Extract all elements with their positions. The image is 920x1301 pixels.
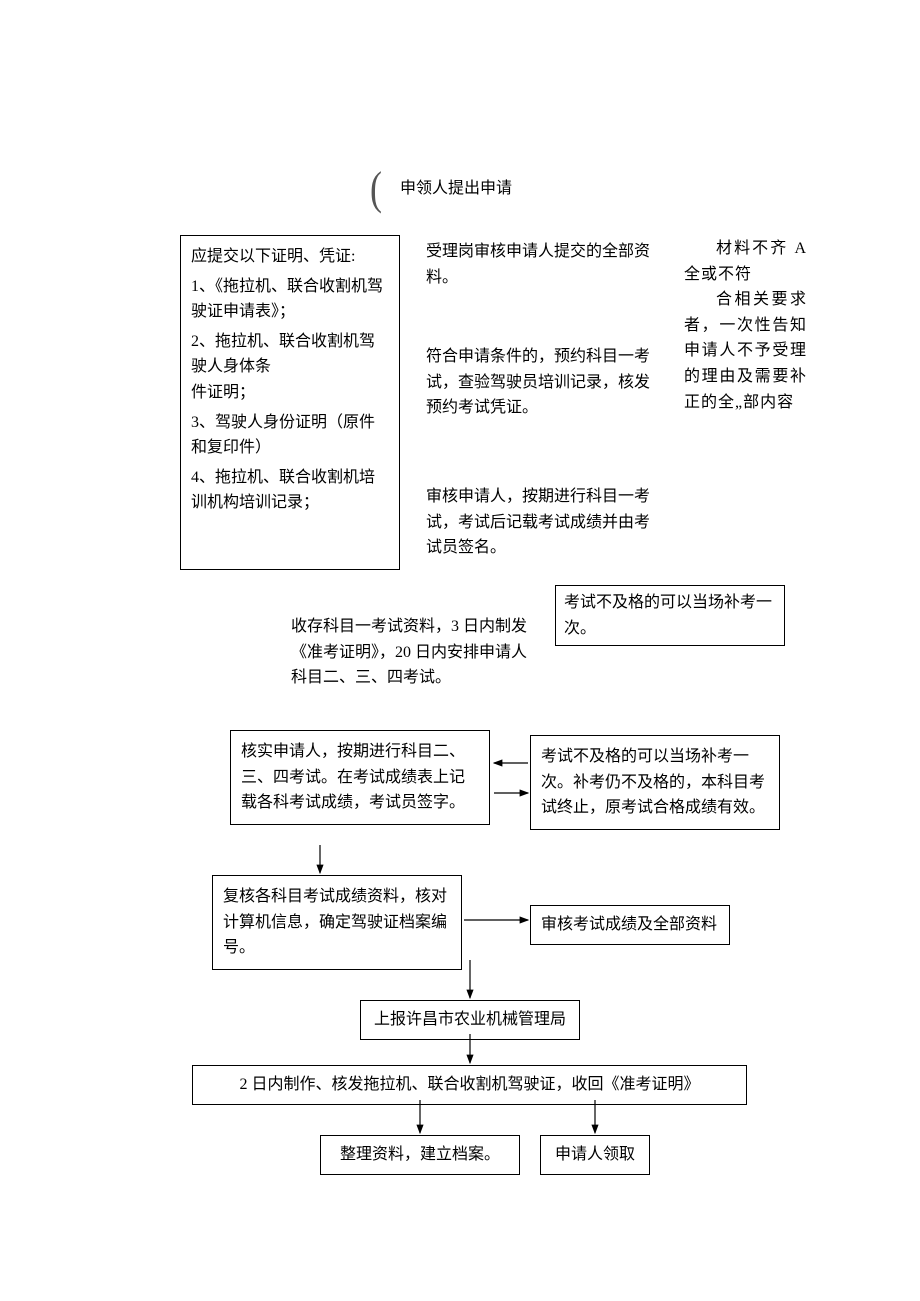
title-row: ( 申领人提出申请 [370, 160, 512, 218]
step-review: 受理岗审核申请人提交的全部资料。 [420, 235, 660, 294]
step-report-text: 上报许昌市农业机械管理局 [374, 1011, 566, 1028]
step-exam1-text: 审核申请人，按期进行科目一考试，考试后记载考试成绩并由考试员签名。 [426, 488, 650, 556]
req-item-2b: 件证明； [191, 380, 389, 406]
step-receive-text: 申请人领取 [555, 1146, 635, 1163]
rejection-p2: 合相关要求者，一次性告知申请人不予受理的理由及需要补正的全„部内容 [684, 287, 807, 415]
step-receive-box: 申请人领取 [540, 1135, 650, 1175]
step-report-box: 上报许昌市农业机械管理局 [360, 1000, 580, 1040]
step-exam234-box: 核实申请人，按期进行科目二、三、四考试。在考试成绩表上记载各科考试成绩，考试员签… [230, 730, 490, 825]
retake-note-text: 考试不及格的可以当场补考一次。 [564, 594, 772, 637]
rejection-p1: 材料不齐 A全或不符 [684, 236, 807, 287]
requirements-box: 应提交以下证明、凭证: 1、《拖拉机、联合收割机驾驶证申请表》； 2、拖拉机、联… [180, 235, 400, 570]
step-archive-text: 收存科目一考试资料，3 日内制发《准考证明》，20 日内安排申请人科目二、三、四… [291, 618, 527, 686]
step-review-text: 受理岗审核申请人提交的全部资料。 [426, 243, 650, 286]
step-review-scores-text: 复核各科目考试成绩资料，核对计算机信息，确定驾驶证档案编号。 [223, 888, 447, 956]
step-issue-box: 2 日内制作、核发拖拉机、联合收割机驾驶证，收回《准考证明》 [192, 1065, 747, 1105]
paren-glyph: ( [370, 151, 382, 226]
step-file-text: 整理资料，建立档案。 [340, 1146, 500, 1163]
title-text: 申领人提出申请 [400, 176, 512, 202]
step-qualify-text: 符合申请条件的，预约科目一考试，查验驾驶员培训记录，核发预约考试凭证。 [426, 348, 650, 416]
rejection-note: 材料不齐 A全或不符 合相关要求者，一次性告知申请人不予受理的理由及需要补正的全… [678, 232, 813, 419]
step-archive: 收存科目一考试资料，3 日内制发《准考证明》，20 日内安排申请人科目二、三、四… [285, 610, 540, 695]
retake-note2-text: 考试不及格的可以当场补考一次。补考仍不及格的，本科目考试终止，原考试合格成绩有效… [541, 748, 765, 816]
step-qualify: 符合申请条件的，预约科目一考试，查验驾驶员培训记录，核发预约考试凭证。 [420, 340, 660, 425]
req-header: 应提交以下证明、凭证: [191, 244, 389, 270]
retake-note-box: 考试不及格的可以当场补考一次。 [555, 585, 785, 646]
req-item-1: 1、《拖拉机、联合收割机驾驶证申请表》； [191, 274, 389, 325]
step-review-scores-box: 复核各科目考试成绩资料，核对计算机信息，确定驾驶证档案编号。 [212, 875, 462, 970]
step-audit-all-text: 审核考试成绩及全部资料 [541, 916, 717, 933]
step-exam1: 审核申请人，按期进行科目一考试，考试后记载考试成绩并由考试员签名。 [420, 480, 660, 565]
req-item-2: 2、拖拉机、联合收割机驾驶人身体条 [191, 329, 389, 380]
req-item-4: 4、拖拉机、联合收割机培训机构培训记录； [191, 465, 389, 516]
retake-note2-box: 考试不及格的可以当场补考一次。补考仍不及格的，本科目考试终止，原考试合格成绩有效… [530, 735, 780, 830]
step-issue-text: 2 日内制作、核发拖拉机、联合收割机驾驶证，收回《准考证明》 [239, 1076, 699, 1093]
step-file-box: 整理资料，建立档案。 [320, 1135, 520, 1175]
req-item-3: 3、驾驶人身份证明（原件和复印件） [191, 410, 389, 461]
step-exam234-text: 核实申请人，按期进行科目二、三、四考试。在考试成绩表上记载各科考试成绩，考试员签… [241, 743, 465, 811]
step-audit-all-box: 审核考试成绩及全部资料 [530, 905, 730, 945]
